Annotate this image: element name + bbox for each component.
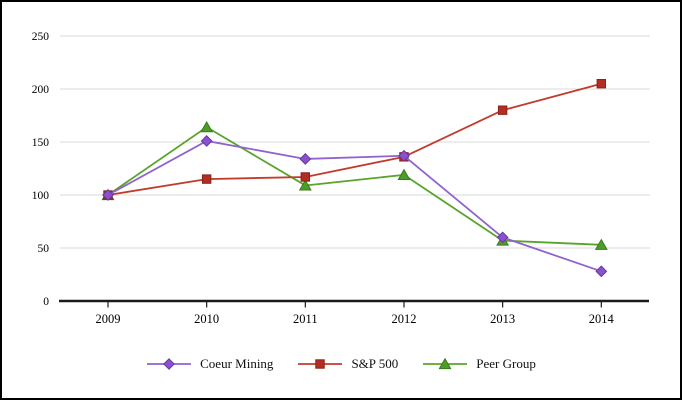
y-tick-label: 250: [32, 31, 50, 43]
data-point-marker: [398, 149, 410, 162]
data-point-marker: [315, 359, 326, 369]
x-tick-label: 2010: [194, 312, 219, 326]
data-point-marker: [299, 153, 312, 165]
x-tick-label: 2009: [96, 312, 121, 326]
data-point-marker: [163, 358, 176, 370]
chart-legend: Coeur Mining S&P 500 Peer Group: [2, 356, 680, 372]
data-point-marker: [595, 265, 608, 278]
series-line-s-p-500: [107, 82, 602, 196]
legend-label-peer-group: Peer Group: [476, 356, 536, 371]
data-point-marker: [300, 172, 311, 182]
legend-label-sp-500: S&P 500: [351, 356, 399, 371]
y-tick-label: 50: [38, 243, 50, 255]
series-peer-group: [101, 120, 608, 250]
legend-item-peer-group: Peer Group: [422, 356, 536, 372]
x-tick-label: 2014: [589, 312, 615, 326]
peer-group-legend-marker-icon: [423, 357, 468, 370]
data-point-marker: [596, 79, 606, 89]
series-line-peer-group: [107, 126, 602, 246]
legend-label-coeur-mining: Coeur Mining: [200, 356, 274, 371]
coeur-mining-legend-marker-icon: [147, 358, 192, 370]
series-coeur-mining: [102, 135, 608, 278]
series-s-p-500: [103, 79, 606, 200]
x-tick-label: 2012: [391, 312, 416, 326]
y-tick-label: 0: [43, 296, 49, 308]
data-point-marker: [200, 135, 213, 147]
data-point-marker: [298, 179, 312, 191]
y-tick-label: 150: [32, 137, 50, 149]
series-line-coeur-mining: [107, 140, 602, 273]
x-tick-label: 2011: [293, 312, 318, 326]
data-point-marker: [102, 189, 114, 201]
data-point-marker: [497, 105, 508, 115]
data-point-marker: [201, 174, 212, 184]
data-point-marker: [594, 238, 608, 250]
sp-500-legend-marker-icon: [298, 359, 343, 369]
data-point-marker: [496, 231, 509, 244]
data-point-marker: [397, 168, 411, 180]
y-tick-label: 100: [32, 190, 50, 202]
x-tick-label: 2013: [490, 312, 515, 326]
y-tick-label: 200: [32, 84, 50, 96]
legend-item-coeur-mining: Coeur Mining: [146, 356, 273, 372]
data-point-marker: [438, 357, 452, 370]
legend-item-sp-500: S&P 500: [297, 356, 398, 372]
data-point-marker: [200, 120, 214, 133]
